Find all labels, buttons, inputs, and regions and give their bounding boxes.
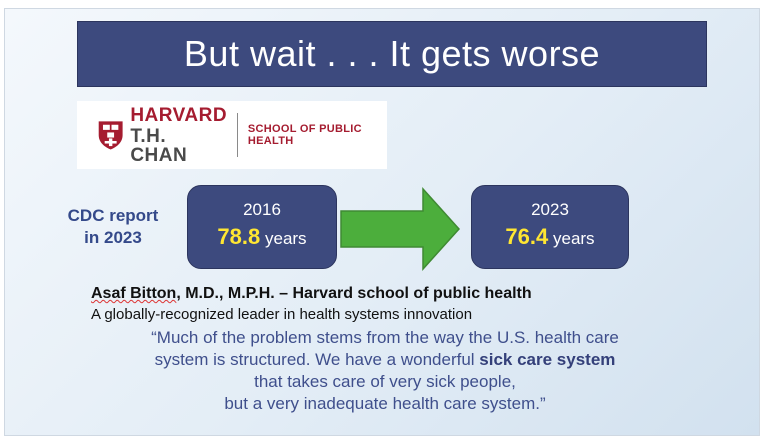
cdc-label-line1: CDC report	[67, 206, 159, 225]
value-2016-unit: years	[264, 229, 307, 248]
value-2016-number: 78.8	[217, 224, 261, 249]
life-expectancy-2016-box: 2016 78.8 years	[187, 185, 337, 269]
quote-line3: that takes care of very sick people,	[254, 372, 516, 391]
cdc-label-line2: in 2023	[84, 228, 142, 247]
logo-wordmark: HARVARD T.H. CHAN	[130, 106, 227, 165]
life-expectancy-2023-box: 2023 76.4 years	[471, 185, 629, 269]
title-bar: But wait . . . It gets worse	[77, 21, 707, 87]
quote-line1: “Much of the problem stems from the way …	[151, 328, 619, 347]
logo-school: SCHOOL OF PUBLIC HEALTH	[247, 123, 362, 147]
slide-title: But wait . . . It gets worse	[183, 33, 601, 74]
logo-divider	[237, 113, 238, 157]
quote-emphasis: sick care system	[479, 350, 616, 369]
harvard-logo: HARVARD T.H. CHAN SCHOOL OF PUBLIC HEALT…	[77, 101, 387, 169]
value-2023-number: 76.4	[505, 224, 549, 249]
year-2023: 2023	[531, 200, 569, 219]
right-arrow-icon	[340, 187, 461, 271]
logo-harvard: HARVARD	[130, 104, 228, 126]
speaker-name: Asaf Bitton	[91, 285, 177, 302]
speaker-credentials: , M.D., M.P.H. – Harvard school of publi…	[176, 285, 532, 302]
quote-line2: system is structured. We have a wonderfu…	[65, 349, 705, 371]
logo-thchan: T.H. CHAN	[130, 125, 188, 166]
value-2023: 76.4 years	[472, 224, 628, 250]
quote-line4: but a very inadequate health care system…	[224, 394, 546, 413]
slide: But wait . . . It gets worse HARVARD T.H…	[4, 8, 760, 436]
quote: “Much of the problem stems from the way …	[65, 327, 705, 415]
value-2023-unit: years	[552, 229, 595, 248]
quote-line2-text: system is structured. We have a wonderfu…	[154, 350, 480, 369]
speaker-line: Asaf Bitton, M.D., M.P.H. – Harvard scho…	[91, 285, 532, 303]
speaker-description: A globally-recognized leader in health s…	[91, 306, 473, 323]
harvard-shield-icon	[98, 121, 123, 150]
value-2016: 78.8 years	[188, 224, 336, 250]
year-2016: 2016	[243, 200, 281, 219]
cdc-report-label: CDC report in 2023	[53, 205, 173, 249]
